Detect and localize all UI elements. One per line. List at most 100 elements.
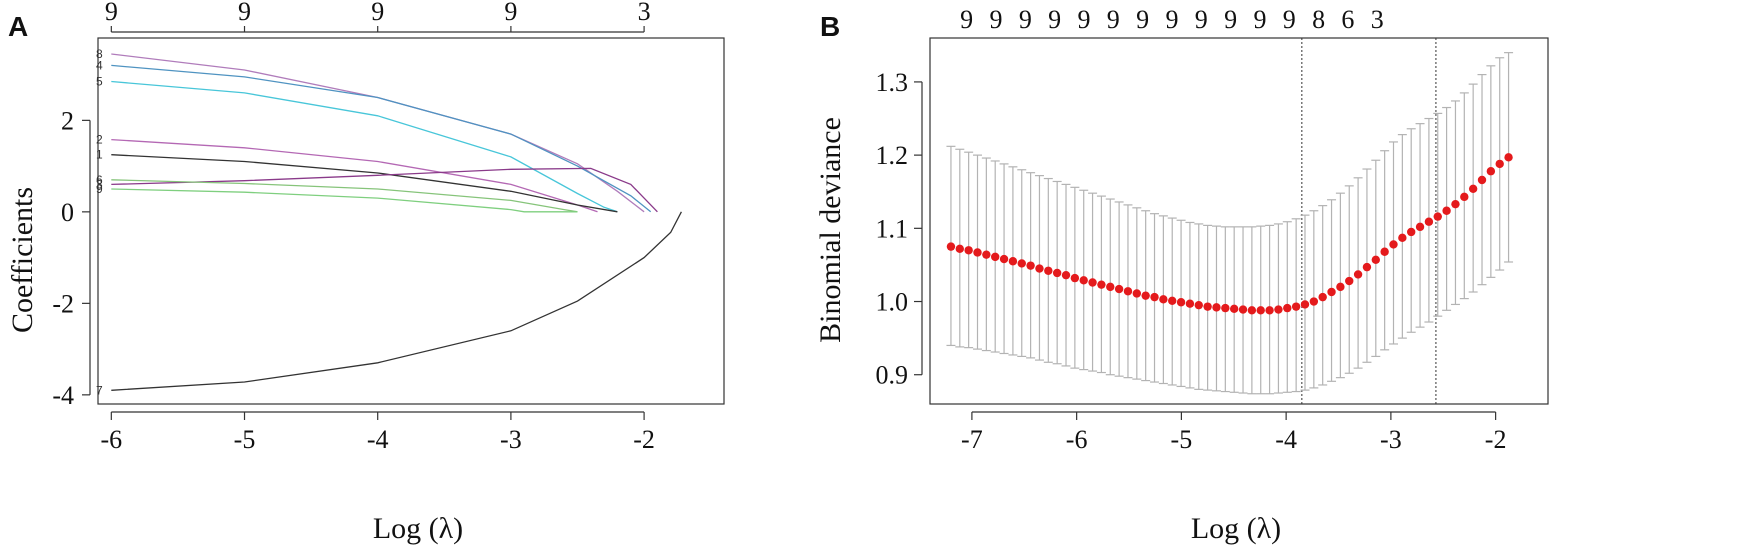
panel-b-point — [1380, 247, 1389, 256]
panel-b-point — [1008, 257, 1018, 266]
panel-b-top-tick-label: 6 — [1341, 5, 1354, 34]
panel-a-top-tick-label: 9 — [371, 0, 384, 26]
panel-b-point — [1256, 306, 1265, 315]
panel-b-point — [955, 244, 965, 254]
panel-b-point — [1168, 296, 1177, 305]
panel-b-x-tick-label: -2 — [1485, 425, 1507, 454]
panel-b-x-tick-label: -4 — [1275, 425, 1297, 454]
panel-a-x-tick-label: -2 — [633, 425, 655, 454]
panel-a-top-tick-label: 3 — [638, 0, 651, 26]
panel-b-point — [1495, 159, 1504, 169]
panel-a-coef-path — [111, 154, 618, 213]
panel-b-point — [1300, 300, 1310, 309]
panel-b-point — [1229, 304, 1239, 314]
panel-b-point — [1044, 266, 1053, 275]
panel-a-y-tick-label: 0 — [61, 198, 74, 227]
panel-b-point — [1283, 303, 1292, 313]
panel-b-top-tick-label: 9 — [1165, 5, 1178, 34]
panel-b-label: B — [820, 11, 840, 42]
panel-b-y-tick-label: 1.2 — [876, 141, 909, 170]
panel-a-top-tick-label: 9 — [105, 0, 118, 26]
panel-a-var-label: 9 — [96, 182, 103, 196]
panel-a-coef-path — [111, 64, 652, 213]
panel-b-top-tick-label: 3 — [1371, 5, 1384, 34]
panel-b-point — [1221, 303, 1230, 313]
panel-b-point — [1336, 282, 1345, 292]
panel-b-y-tick-label: 0.9 — [876, 361, 909, 390]
panel-b-point — [973, 248, 982, 257]
panel-b-point — [1238, 305, 1248, 314]
panel-a-var-label: 1 — [96, 148, 103, 162]
panel-b-point — [1079, 276, 1088, 285]
panel-b-top-tick-label: 9 — [1019, 5, 1032, 34]
panel-b-point — [1194, 300, 1203, 310]
panel-a-frame — [97, 37, 725, 405]
panel-b-point — [1371, 255, 1380, 264]
panel-b-point — [999, 254, 1009, 264]
panel-b-point — [1442, 206, 1451, 215]
panel-b-point — [1504, 153, 1513, 162]
panel-b-point — [1106, 282, 1115, 292]
panel-a-x-tick-label: -4 — [367, 425, 389, 454]
panel-b-top-tick-label: 9 — [1077, 5, 1090, 34]
panel-a-label: A — [8, 11, 28, 42]
panel-a-y-tick-label: -2 — [52, 289, 74, 318]
panel-b-point — [1309, 297, 1319, 306]
panel-b-point — [1203, 302, 1212, 311]
panel-b-plot-area: -7 -6 -5 -4 -3 -20.91.01.11.21.39 9 9 9 9 9 9 9 9 9 9 9 8… — [876, 5, 1549, 454]
panel-b-point — [1433, 212, 1442, 221]
panel-b-point — [1477, 175, 1487, 185]
panel-a-ylabel: Coefficients — [6, 187, 39, 333]
panel-a-var-label: 7 — [96, 383, 103, 397]
panel-b-point — [1486, 167, 1496, 176]
panel-a-x-tick-label: -3 — [500, 425, 522, 454]
panel-a-top-tick-label: 9 — [238, 0, 251, 26]
panel-a-coef-path — [111, 188, 578, 213]
panel-b-point — [1345, 276, 1354, 286]
panel-b-point — [1141, 291, 1150, 300]
panel-b-xlabel: Log (λ) — [1191, 512, 1281, 545]
panel-b-top-tick-label: 9 — [1253, 5, 1266, 34]
panel-b-point — [1070, 273, 1080, 283]
panel-b-top-tick-label: 9 — [1195, 5, 1208, 34]
panel-b-top-tick-label: 9 — [1136, 5, 1149, 34]
panel-b-point — [1247, 306, 1257, 315]
panel-b-point — [1291, 302, 1301, 311]
panel-b-x-tick-label: -5 — [1171, 425, 1193, 454]
panel-b-point — [946, 242, 956, 251]
panel-b-point — [1088, 278, 1097, 287]
panel-b-y-tick-label: 1.3 — [876, 68, 909, 97]
panel-a-var-label: 4 — [96, 58, 103, 72]
panel-a-var-label: 2 — [96, 133, 103, 147]
panel-a-var-label: 8 — [96, 47, 103, 61]
panel-a-y-tick-label: 2 — [61, 106, 74, 135]
panel-a-x-tick-label: -6 — [100, 425, 122, 454]
panel-b-point — [1415, 222, 1425, 232]
panel-b-point — [1114, 284, 1124, 294]
panel-b-y-tick-label: 1.1 — [876, 214, 909, 243]
panel-b-point — [964, 246, 973, 255]
panel-b-point — [1389, 240, 1398, 249]
panel-a-coef-path — [111, 80, 618, 213]
panel-b-point — [1451, 199, 1460, 209]
panel-b-x-tick-label: -6 — [1066, 425, 1088, 454]
panel-b-top-tick-label: 9 — [1107, 5, 1120, 34]
panel-b-point — [1035, 264, 1044, 273]
panel-b-point — [1407, 227, 1416, 237]
panel-b-point — [1212, 303, 1221, 312]
panel-a-top-tick-label: 9 — [504, 0, 517, 26]
panel-b-point — [1159, 295, 1168, 304]
panel-b-top-tick-label: 8 — [1312, 5, 1325, 34]
panel-a-coef-path — [111, 179, 578, 213]
panel-b-point — [1468, 184, 1478, 193]
panel-b-point — [1150, 292, 1159, 302]
panel-b-top-tick-label: 9 — [960, 5, 973, 34]
panel-b-point — [1123, 287, 1133, 296]
panel-b-point — [1052, 268, 1062, 278]
panel-b-y-tick-label: 1.0 — [876, 288, 909, 317]
panel-a-var-label: 5 — [96, 74, 103, 88]
panel-b-point — [1398, 233, 1407, 243]
panel-b-point — [1265, 306, 1274, 315]
panel-b-point — [1460, 192, 1469, 202]
